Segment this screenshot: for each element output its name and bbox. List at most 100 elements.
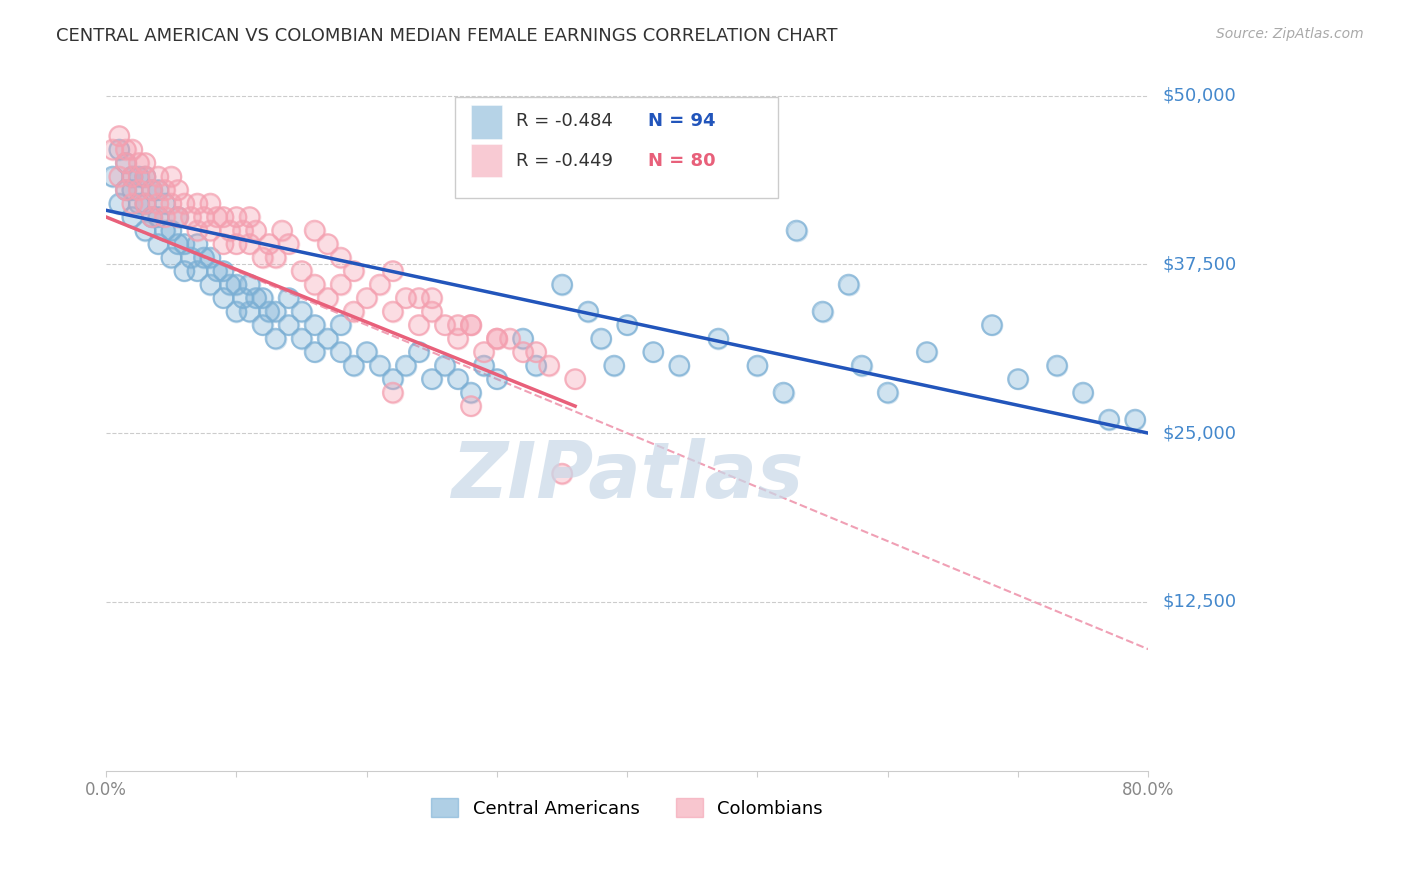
Point xyxy=(643,345,665,359)
Point xyxy=(291,264,314,278)
Point xyxy=(121,143,143,157)
Point xyxy=(121,196,143,211)
Point xyxy=(447,372,470,386)
Point xyxy=(160,223,183,237)
Point xyxy=(134,196,156,211)
Point xyxy=(316,332,339,346)
Point xyxy=(447,332,470,346)
Point xyxy=(200,251,222,265)
Point xyxy=(257,304,280,318)
Point xyxy=(343,359,366,373)
Point xyxy=(225,237,247,252)
Text: $37,500: $37,500 xyxy=(1163,255,1236,273)
Point xyxy=(134,223,156,237)
Point xyxy=(148,169,170,184)
Point xyxy=(114,143,136,157)
Point xyxy=(114,156,136,170)
Point xyxy=(128,183,150,197)
Point xyxy=(408,318,430,332)
Point xyxy=(134,196,156,211)
Point xyxy=(205,264,228,278)
Point xyxy=(108,169,131,184)
Point xyxy=(381,385,404,400)
Point xyxy=(128,156,150,170)
Point xyxy=(329,345,352,359)
Point xyxy=(668,359,690,373)
Point xyxy=(329,318,352,332)
Point xyxy=(291,264,314,278)
Point xyxy=(343,359,366,373)
Point xyxy=(148,183,170,197)
Point xyxy=(277,291,299,305)
Point xyxy=(134,169,156,184)
Point xyxy=(121,210,143,224)
Point xyxy=(381,372,404,386)
Text: CENTRAL AMERICAN VS COLOMBIAN MEDIAN FEMALE EARNINGS CORRELATION CHART: CENTRAL AMERICAN VS COLOMBIAN MEDIAN FEM… xyxy=(56,27,838,45)
Point xyxy=(134,196,156,211)
Point xyxy=(291,304,314,318)
Point xyxy=(551,277,574,292)
Point xyxy=(524,359,547,373)
Point xyxy=(264,304,287,318)
Point xyxy=(245,291,267,305)
Point xyxy=(485,372,508,386)
Point xyxy=(381,304,404,318)
Point xyxy=(121,169,143,184)
Point xyxy=(219,277,242,292)
Point xyxy=(433,359,456,373)
Point xyxy=(160,251,183,265)
Point xyxy=(167,237,190,252)
Point xyxy=(356,345,378,359)
Point xyxy=(238,277,260,292)
Point xyxy=(108,129,131,144)
Point xyxy=(114,156,136,170)
Point xyxy=(381,264,404,278)
Point xyxy=(225,304,247,318)
Point xyxy=(134,169,156,184)
Point xyxy=(186,264,208,278)
Point xyxy=(772,385,794,400)
Point xyxy=(180,251,202,265)
Point xyxy=(153,223,176,237)
Point xyxy=(551,277,574,292)
Point xyxy=(1007,372,1029,386)
Point xyxy=(101,169,124,184)
Point xyxy=(186,237,208,252)
Point xyxy=(1098,412,1121,426)
Point xyxy=(316,291,339,305)
Point xyxy=(460,385,482,400)
Point xyxy=(232,291,254,305)
Point xyxy=(485,332,508,346)
Point xyxy=(101,143,124,157)
Point xyxy=(160,196,183,211)
Point xyxy=(186,196,208,211)
Point xyxy=(238,210,260,224)
Point xyxy=(291,332,314,346)
Point xyxy=(134,169,156,184)
Point xyxy=(591,332,613,346)
Text: R = -0.449: R = -0.449 xyxy=(516,152,613,169)
Point xyxy=(460,385,482,400)
Point xyxy=(304,277,326,292)
Point xyxy=(205,210,228,224)
Point xyxy=(576,304,599,318)
Point xyxy=(876,385,898,400)
Point xyxy=(1071,385,1094,400)
Point xyxy=(128,156,150,170)
Point xyxy=(153,196,176,211)
Point xyxy=(173,196,195,211)
Point xyxy=(277,318,299,332)
Point xyxy=(524,359,547,373)
Point xyxy=(200,196,222,211)
Text: $12,500: $12,500 xyxy=(1163,593,1236,611)
Point xyxy=(212,264,235,278)
Point xyxy=(114,156,136,170)
Point xyxy=(160,223,183,237)
Point xyxy=(141,183,163,197)
Point xyxy=(141,210,163,224)
Point xyxy=(1123,412,1146,426)
Point xyxy=(121,169,143,184)
Point xyxy=(576,304,599,318)
Point xyxy=(225,237,247,252)
Point xyxy=(173,196,195,211)
